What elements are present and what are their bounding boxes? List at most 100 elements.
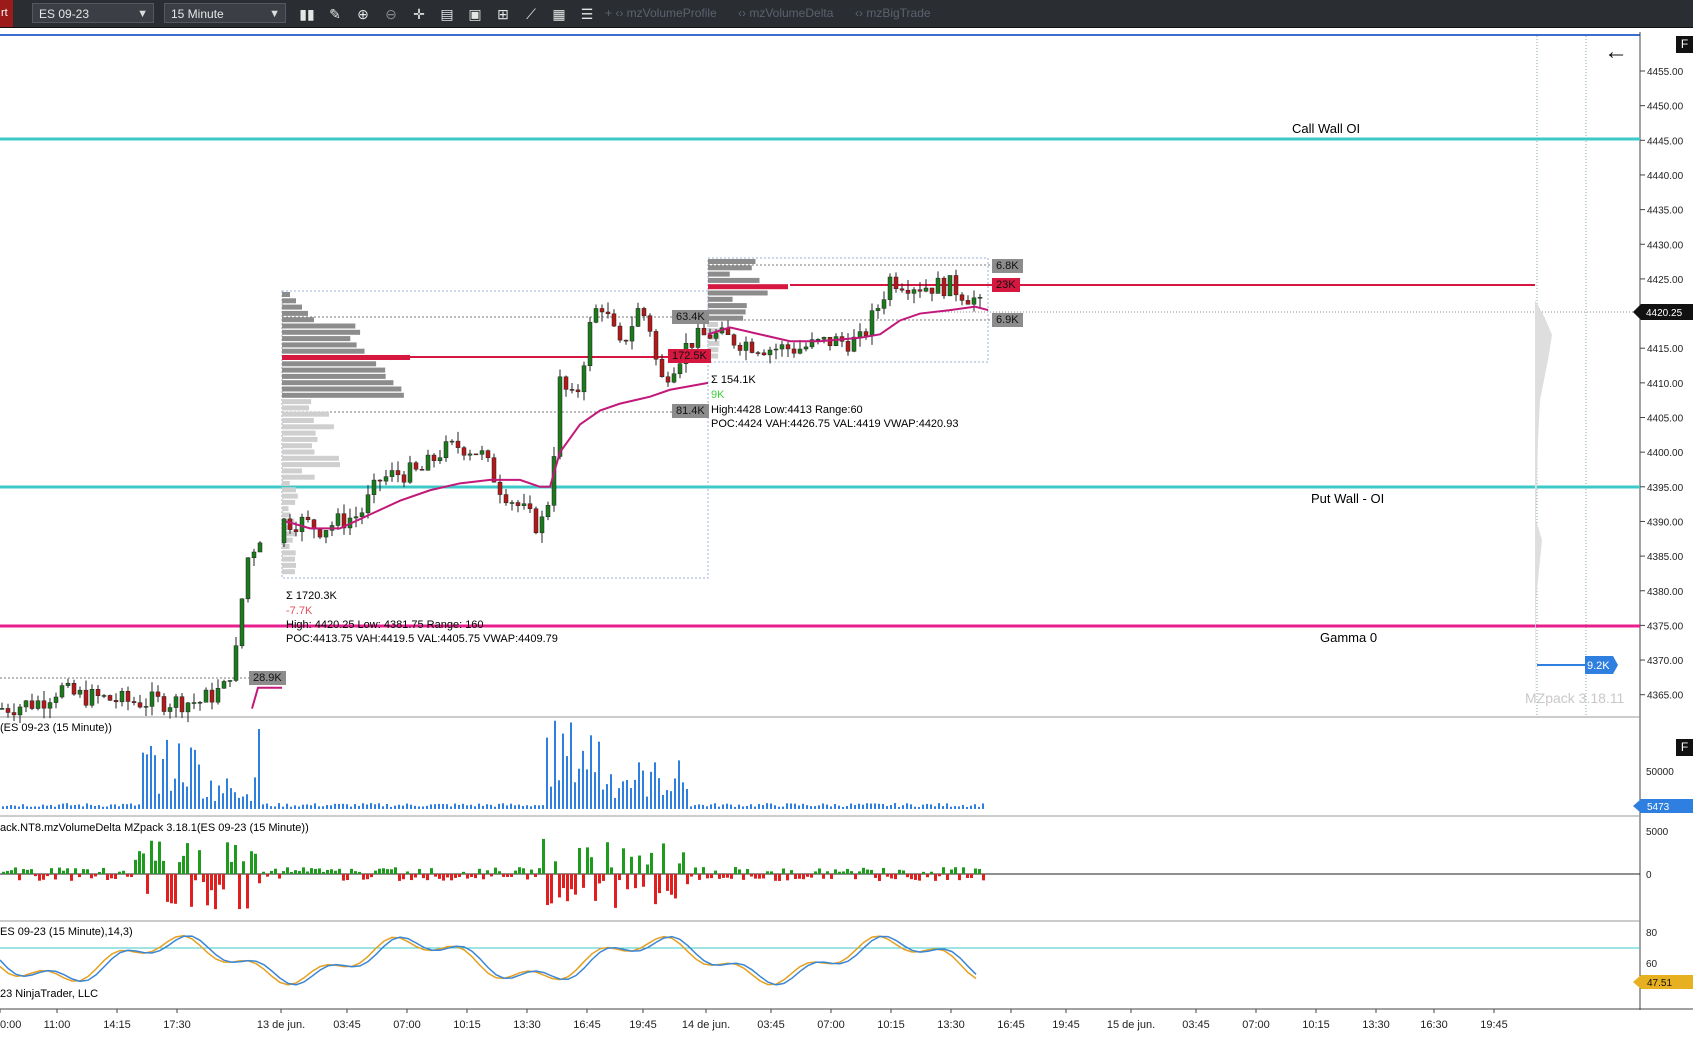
- composite-profile: [1535, 300, 1552, 717]
- candle-body: [899, 288, 905, 291]
- volume-bar: [850, 803, 852, 809]
- delta-bar-up: [738, 869, 741, 874]
- delta-bar-up: [86, 869, 89, 874]
- profile1-bar: [282, 449, 315, 455]
- strategy-icon[interactable]: ▣: [468, 6, 482, 22]
- candle-body: [41, 700, 47, 709]
- time-tick-label: 10:15: [1302, 1019, 1330, 1031]
- delta-bar-down: [194, 874, 197, 881]
- draw-pencil-icon[interactable]: ✎: [329, 6, 341, 22]
- candle-body: [605, 311, 611, 315]
- volume-bar: [74, 804, 76, 809]
- back-arrow-icon[interactable]: ←: [1604, 38, 1628, 65]
- scale-f-button[interactable]: F: [1676, 739, 1693, 756]
- zoom-in-icon[interactable]: ⊕: [357, 6, 369, 22]
- delta-bar-up: [50, 868, 53, 874]
- volume-bar: [794, 803, 796, 809]
- interval-selector[interactable]: 15 Minute ▼: [164, 3, 286, 23]
- candle-body: [767, 349, 773, 356]
- candle-body: [647, 315, 653, 332]
- profile1-bar: [282, 430, 316, 436]
- candle-body: [65, 682, 71, 686]
- profile2-bar: [708, 290, 768, 296]
- delta-bar-down: [906, 874, 909, 878]
- delta-bar-up: [378, 868, 381, 874]
- volume-bar: [954, 806, 956, 809]
- candle-body: [821, 337, 827, 340]
- time-tick-label: 19:45: [1480, 1019, 1508, 1031]
- candle-body: [5, 708, 11, 713]
- instrument-selector[interactable]: ES 09-23 ▼: [32, 3, 154, 23]
- stoch-tick-80: 80: [1646, 928, 1658, 939]
- candle-body: [707, 334, 713, 339]
- candle-body: [863, 331, 869, 337]
- indicator-link-1[interactable]: + ‹› mzVolumeProfile: [605, 6, 717, 20]
- candle-body: [665, 376, 671, 383]
- volume-bar: [842, 806, 844, 809]
- delta-bar-up: [734, 867, 737, 874]
- delta-bar-up: [386, 869, 389, 874]
- delta-bar-down: [910, 874, 913, 880]
- candle-body: [623, 339, 629, 342]
- delta-bar-up: [922, 871, 925, 874]
- delta-bar-down: [982, 874, 985, 881]
- delta-bar-up: [138, 851, 141, 874]
- delta-bar-down: [222, 874, 225, 890]
- volume-value-text: 5473: [1647, 802, 1670, 813]
- delta-bar-up: [186, 843, 189, 874]
- delta-bar-down: [786, 874, 789, 881]
- profile2-poc: POC:4424 VAH:4426.75 VAL:4419 VWAP:4420.…: [711, 418, 959, 430]
- chart-tab[interactable]: rt: [0, 0, 13, 27]
- price-tick-label: 4385.00: [1647, 552, 1684, 563]
- profile1-tag-low: 81.4K: [672, 404, 709, 418]
- indicator-link-3[interactable]: ‹› mzBigTrade: [855, 6, 931, 20]
- bar-type-icon[interactable]: ▮▮: [299, 6, 315, 22]
- volume-panel-title: (ES 09-23 (15 Minute)): [0, 722, 112, 734]
- volume-bar: [710, 804, 712, 809]
- delta-bar-up: [978, 868, 981, 874]
- profile1-bar: [282, 474, 315, 480]
- delta-bar-up: [630, 856, 633, 874]
- delta-bar-up: [302, 867, 305, 874]
- candle-body: [323, 530, 329, 538]
- candle-body: [737, 344, 743, 351]
- price-tick-label: 4435.00: [1647, 206, 1684, 217]
- crosshair-icon[interactable]: ✛: [413, 6, 425, 22]
- volume-bar: [434, 804, 436, 809]
- candle-body: [881, 299, 887, 309]
- time-tick-label: 13:30: [1362, 1019, 1390, 1031]
- volume-bar: [310, 805, 312, 809]
- delta-bar-down: [658, 874, 661, 894]
- indicators-icon[interactable]: ⊞: [497, 6, 509, 22]
- data-box-icon[interactable]: ▤: [440, 6, 454, 22]
- scale-f-button[interactable]: F: [1676, 36, 1693, 53]
- delta-bar-down: [342, 874, 345, 881]
- zoom-out-icon[interactable]: ⊖: [385, 6, 397, 22]
- volume-bar: [266, 803, 268, 809]
- delta-bar-up: [354, 871, 357, 874]
- delta-bar-up: [382, 868, 385, 874]
- indicator-link-2[interactable]: ‹› mzVolumeDelta: [738, 6, 834, 20]
- candle-body: [287, 518, 293, 530]
- volume-bar: [38, 806, 40, 809]
- volume-bars: [2, 720, 984, 809]
- data-series-icon[interactable]: ▦: [552, 6, 566, 22]
- profile1-bar: [282, 436, 318, 442]
- volume-bar: [742, 806, 744, 809]
- volume-bar: [854, 805, 856, 809]
- delta-bar-down: [18, 874, 21, 881]
- properties-icon[interactable]: ⟋: [526, 6, 536, 22]
- delta-bar-up: [862, 867, 865, 874]
- candle-body: [401, 474, 407, 483]
- list-icon[interactable]: ☰: [580, 6, 594, 22]
- volume-bar: [718, 806, 720, 809]
- volume-bar: [782, 806, 784, 809]
- volume-bar: [242, 796, 244, 809]
- last-price-text: 4420.25: [1646, 308, 1683, 319]
- delta-bar-up: [498, 871, 501, 874]
- volume-bar: [102, 806, 104, 809]
- volume-bar: [562, 733, 564, 809]
- volume-bar: [726, 803, 728, 809]
- volume-bar: [526, 805, 528, 809]
